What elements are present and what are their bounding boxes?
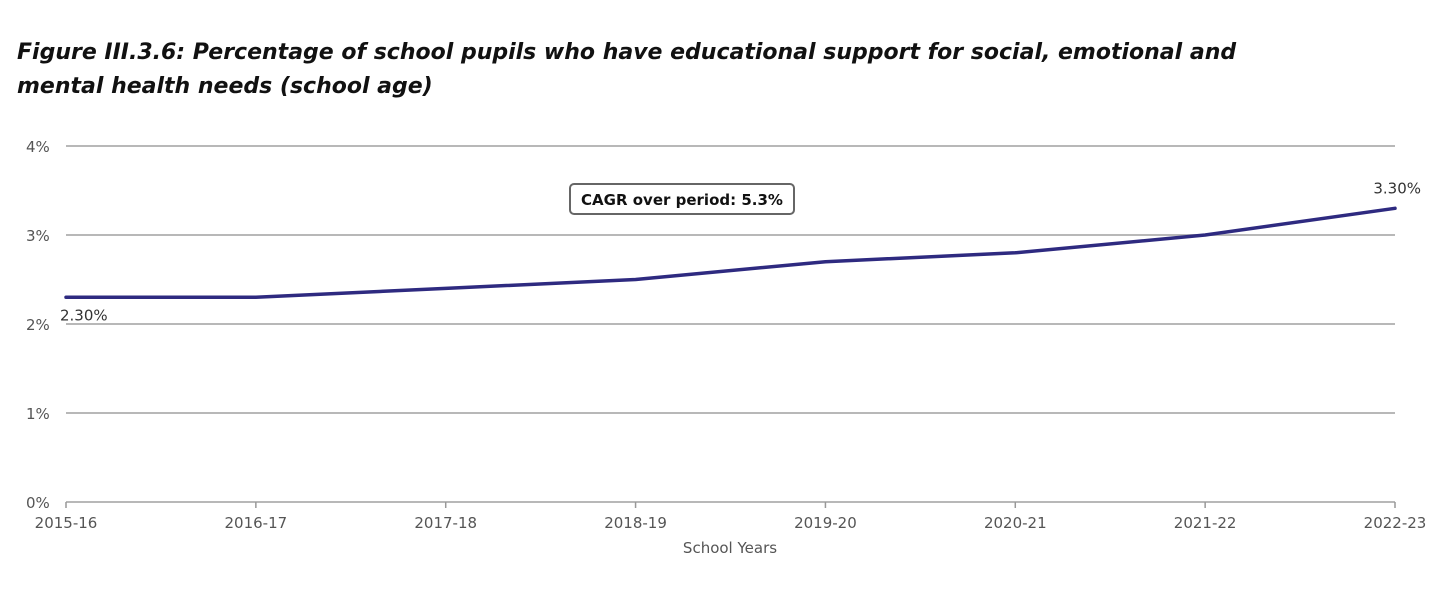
gridlines: [66, 145, 1395, 503]
x-tick-label: 2020-21: [984, 514, 1047, 532]
y-tick-label: 4%: [26, 138, 50, 156]
x-tick-label: 2016-17: [225, 514, 288, 532]
cagr-annotation-text: CAGR over period: 5.3%: [581, 191, 783, 209]
data-label: 2.30%: [60, 306, 108, 324]
series-line: [64, 206, 1397, 300]
y-tick-label: 0%: [26, 494, 50, 512]
x-tick-label: 2015-16: [35, 514, 98, 532]
x-tick-label: 2021-22: [1174, 514, 1237, 532]
data-label: 3.30%: [1373, 179, 1421, 197]
cagr-annotation: CAGR over period: 5.3%: [569, 183, 795, 215]
x-axis-label: School Years: [683, 539, 777, 557]
y-axis-ticks: 0% 1% 2% 3% 4%: [26, 138, 50, 512]
x-tick-label: 2019-20: [794, 514, 857, 532]
figure-title: Figure III.3.6: Percentage of school pup…: [17, 40, 1237, 99]
x-tick-label: 2022-23: [1364, 514, 1427, 532]
series-layer: [64, 206, 1397, 300]
cagr-annotation-box: [569, 183, 795, 215]
data-labels: 2.30% 3.30%: [60, 179, 1421, 324]
y-tick-label: 3%: [26, 227, 50, 245]
x-tick-label: 2017-18: [414, 514, 477, 532]
x-tick-label: 2018-19: [604, 514, 667, 532]
x-axis-ticks: 2015-16 2016-17 2017-18 2018-19 2019-20 2020-…: [35, 502, 1427, 532]
y-tick-label: 1%: [26, 405, 50, 423]
y-tick-label: 2%: [26, 316, 50, 334]
